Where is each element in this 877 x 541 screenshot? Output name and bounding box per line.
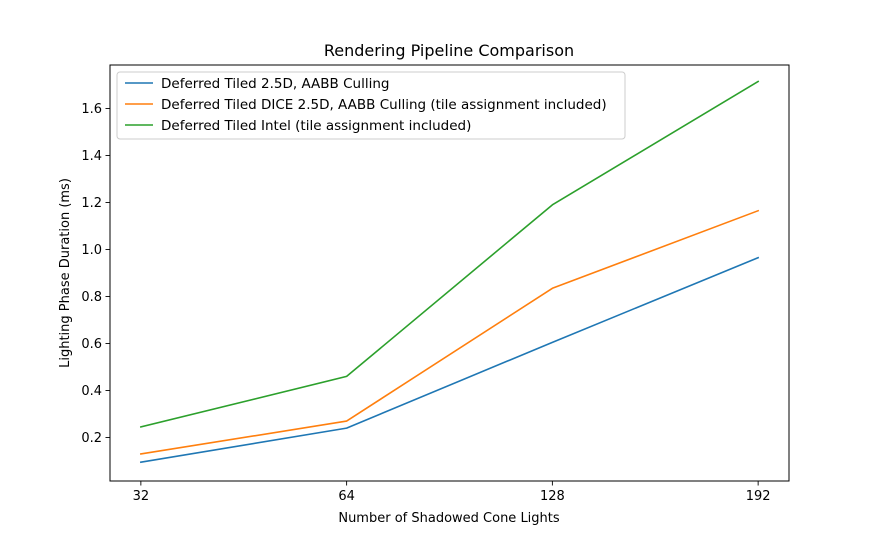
legend-label: Deferred Tiled DICE 2.5D, AABB Culling (… <box>161 97 607 113</box>
legend-box <box>116 71 626 140</box>
series-lines <box>139 80 760 464</box>
y-tick-label: 1.6 <box>81 102 102 117</box>
y-tick-label: 1.2 <box>81 196 102 211</box>
x-axis: 32 64 128 192 <box>133 481 771 504</box>
x-tick-label: 64 <box>338 489 355 504</box>
legend-label: Deferred Tiled Intel (tile assignment in… <box>161 118 471 134</box>
y-tick-label: 1.0 <box>81 243 102 258</box>
y-axis: 0.2 0.4 0.6 0.8 1.0 1.2 1.4 1.6 <box>81 102 110 446</box>
x-tick-label: 192 <box>746 489 771 504</box>
y-tick-label: 0.4 <box>81 384 102 399</box>
y-tick-label: 0.8 <box>81 290 102 305</box>
y-tick-label: 0.2 <box>81 431 102 446</box>
x-tick-label: 128 <box>540 489 565 504</box>
y-tick-label: 1.4 <box>81 149 102 164</box>
legend: Deferred Tiled 2.5D, AABB Culling Deferre… <box>116 71 626 140</box>
y-axis-label: Lighting Phase Duration (ms) <box>58 178 73 368</box>
series-line-3 <box>139 80 760 428</box>
chart-title: Rendering Pipeline Comparison <box>324 41 574 60</box>
plot-frame <box>109 64 790 482</box>
legend-label: Deferred Tiled 2.5D, AABB Culling <box>161 76 389 92</box>
series-line-2 <box>139 209 760 455</box>
series-line-1 <box>139 256 760 464</box>
x-tick-label: 32 <box>133 489 150 504</box>
x-axis-label: Number of Shadowed Cone Lights <box>338 511 560 526</box>
y-tick-label: 0.6 <box>81 337 102 352</box>
